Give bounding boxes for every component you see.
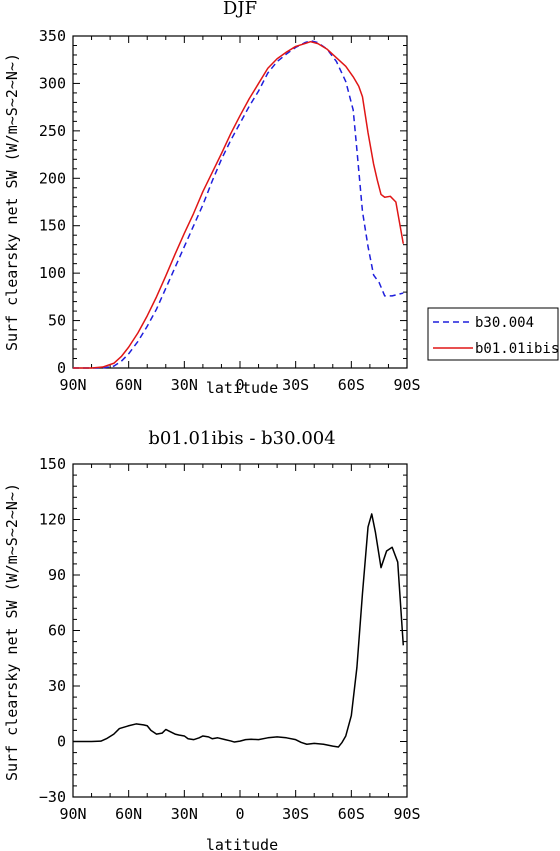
- bottom-plot-frame: [72, 463, 408, 798]
- bottom-x-tick-label: 60S: [338, 805, 365, 823]
- top-y-tick-label: 300: [39, 74, 66, 92]
- top-chart-ylabel: Surf clearsky net SW (W/m~S~2~N~): [3, 53, 21, 351]
- bottom-x-tick-label: 90N: [59, 805, 86, 823]
- top-y-tick-label: 250: [39, 122, 66, 140]
- bottom-x-tick-label: 0: [235, 805, 244, 823]
- top-y-tick-label: 100: [39, 264, 66, 282]
- bottom-y-tick-label: 90: [48, 566, 66, 584]
- bottom-plot-area: 90N 60N 30N 0 30S 60S 90S −30 0 30 60 90 120 150: [39, 455, 421, 823]
- top-chart: DJF latitude Surf clearsky net SW (W/m~S…: [3, 0, 559, 397]
- top-x-tick-label: 60N: [115, 376, 142, 394]
- bottom-y-tick-label: −30: [39, 788, 66, 806]
- bottom-series-line-0: [73, 513, 405, 748]
- bottom-chart-ylabel: Surf clearsky net SW (W/m~S~2~N~): [3, 483, 21, 781]
- top-x-tick-label: 30S: [282, 376, 309, 394]
- bottom-chart: b01.01ibis - b30.004 latitude Surf clear…: [3, 428, 421, 851]
- bottom-x-tick-label: 30S: [282, 805, 309, 823]
- top-x-tick-label: 90N: [59, 376, 86, 394]
- bottom-x-tick-label: 30N: [171, 805, 198, 823]
- bottom-y-tick-label: 0: [57, 733, 66, 751]
- legend: b30.004 b01.01ibis: [427, 307, 559, 361]
- legend-box: [427, 307, 559, 361]
- top-y-tick-label: 350: [39, 27, 66, 45]
- top-x-tick-label: 0: [235, 376, 244, 394]
- top-series-line-1: [73, 40, 405, 369]
- bottom-x-tick-label: 90S: [393, 805, 420, 823]
- bottom-chart-title: b01.01ibis - b30.004: [148, 428, 335, 449]
- top-y-tick-label: 0: [57, 359, 66, 377]
- top-plot-frame: [72, 35, 408, 369]
- legend-label-b30-004: b30.004: [475, 315, 534, 331]
- top-series-line-0: [73, 39, 404, 369]
- bottom-x-tick-label: 60N: [115, 805, 142, 823]
- legend-label-b01-01ibis: b01.01ibis: [475, 341, 559, 357]
- bottom-y-tick-label: 120: [39, 511, 66, 529]
- top-chart-xlabel: latitude: [206, 379, 278, 397]
- top-plot-area: 90N 60N 30N 0 30S 60S 90S 0 50 100 150 200 250 300 350: [39, 27, 421, 394]
- top-x-tick-label: 30N: [171, 376, 198, 394]
- top-y-tick-label: 200: [39, 169, 66, 187]
- top-y-tick-label: 150: [39, 217, 66, 235]
- bottom-y-tick-label: 60: [48, 622, 66, 640]
- top-x-tick-label: 60S: [338, 376, 365, 394]
- bottom-chart-xlabel: latitude: [206, 836, 278, 851]
- top-x-tick-label: 90S: [393, 376, 420, 394]
- bottom-y-tick-label: 150: [39, 455, 66, 473]
- bottom-y-tick-label: 30: [48, 677, 66, 695]
- top-y-tick-label: 50: [48, 312, 66, 330]
- top-chart-title: DJF: [223, 0, 257, 19]
